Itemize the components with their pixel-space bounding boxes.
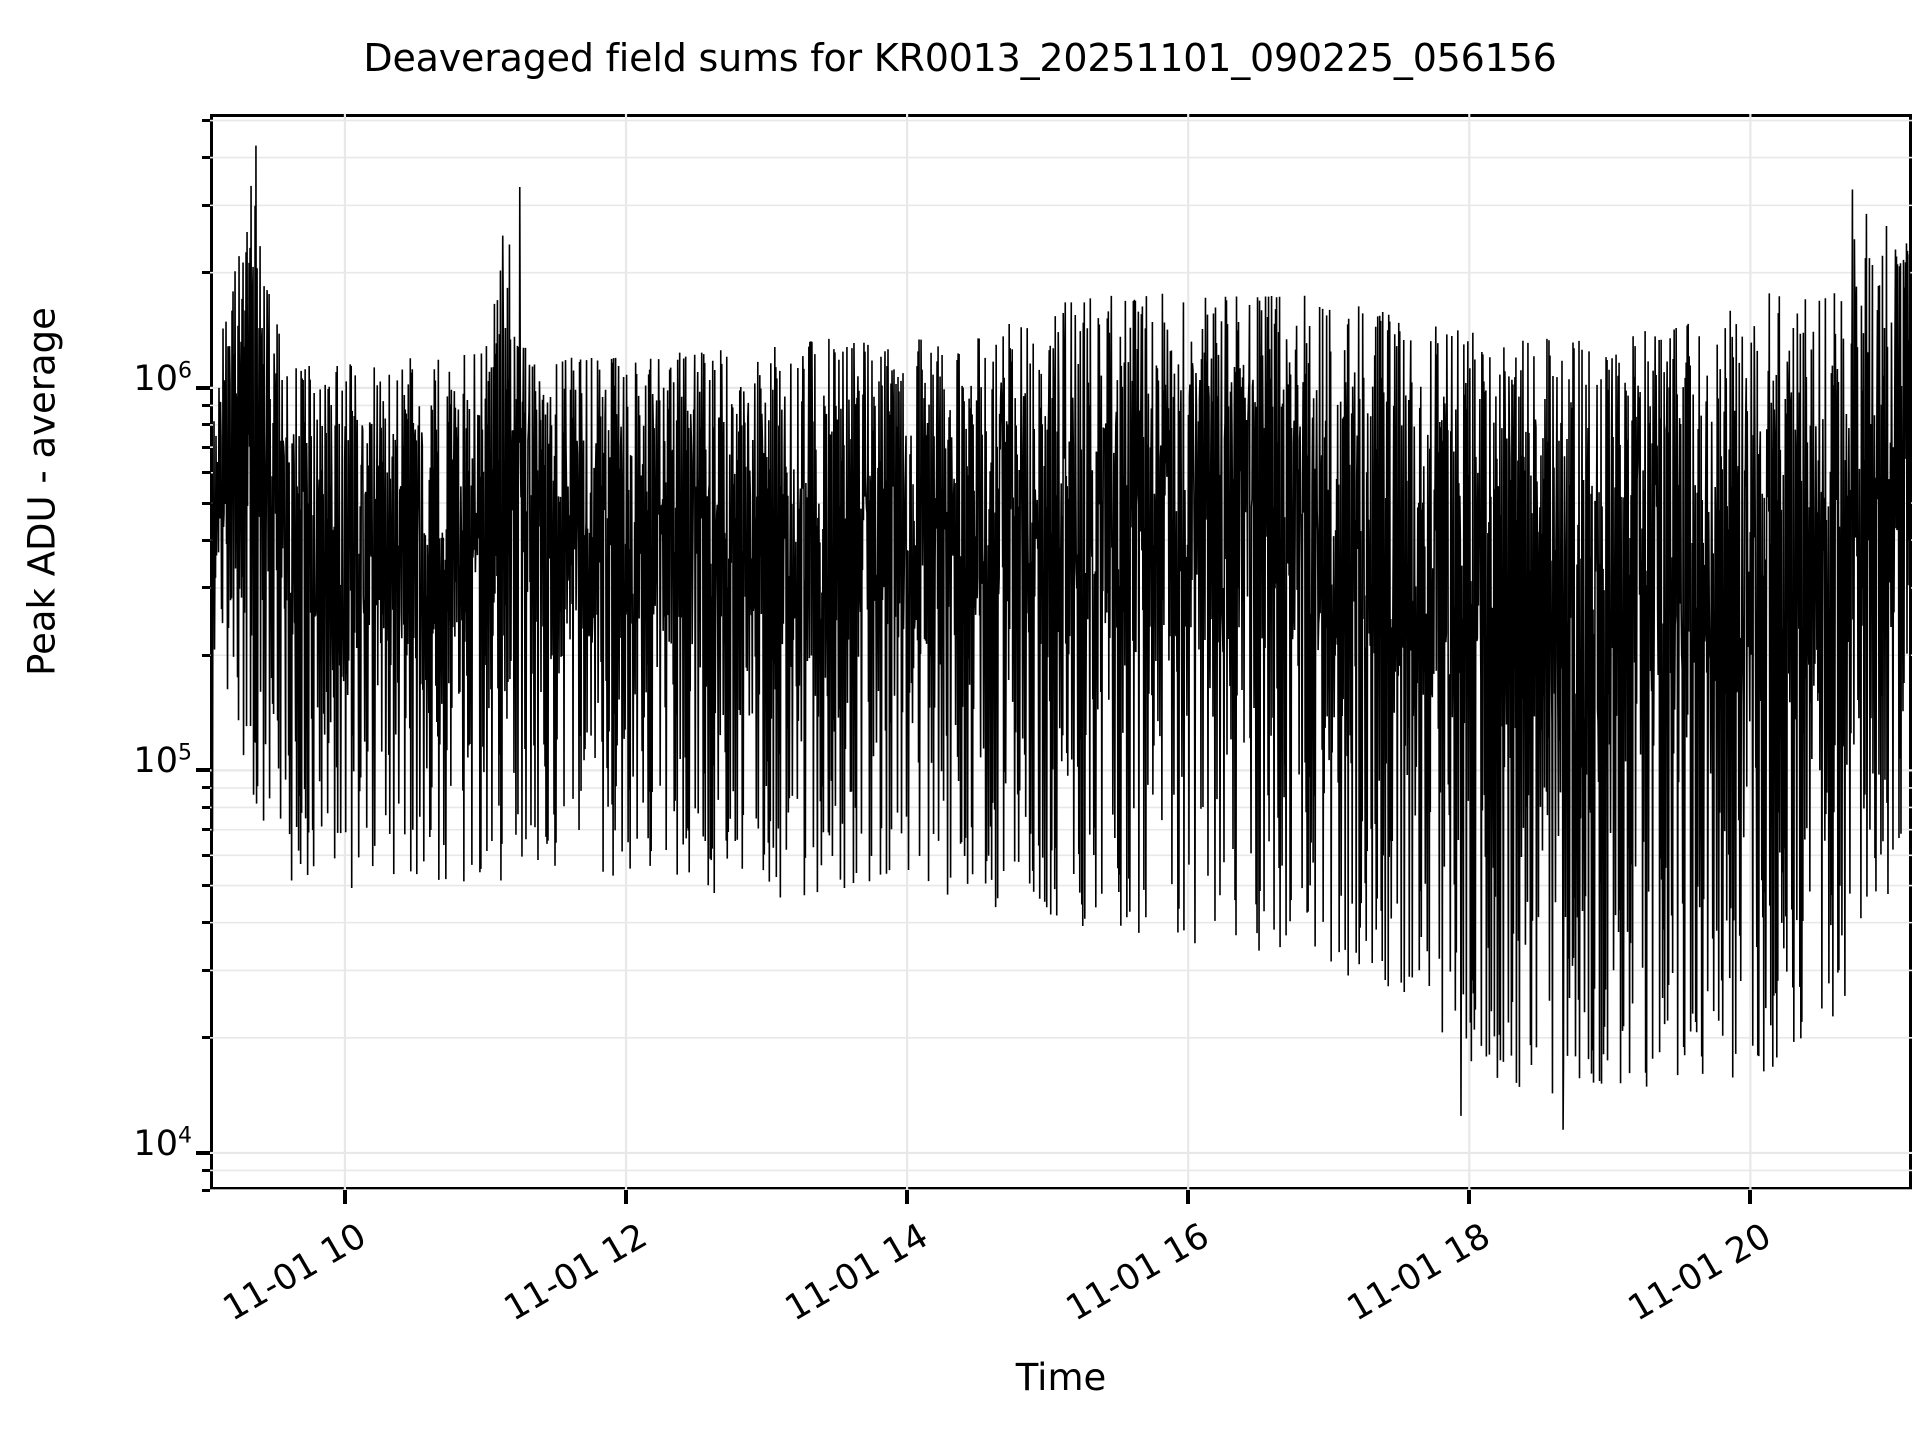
axis-tick-mark [196,768,210,773]
axis-tick-mark [196,1150,210,1155]
axis-tick-mark [202,653,210,657]
axis-tick-mark [202,1036,210,1040]
axis-tick-mark [202,1168,210,1172]
y-tick-mantissa: 10 [133,741,178,782]
axis-tick-mark [1186,1190,1191,1204]
x-axis-label: Time [1015,1356,1107,1399]
axis-tick-mark [202,968,210,972]
y-tick-exponent: 4 [177,1123,192,1149]
axis-tick-mark [202,921,210,925]
y-tick-label: 104 [16,1123,192,1164]
axis-tick-mark [202,119,210,122]
axis-tick-mark [202,203,210,207]
y-tick-exponent: 5 [177,740,192,766]
plot-area [210,114,1920,1192]
axis-tick-mark [624,1190,628,1204]
y-tick-mantissa: 10 [133,358,178,399]
axis-tick-mark [905,1190,910,1204]
axis-tick-mark [202,828,210,832]
axis-tick-mark [1467,1190,1472,1204]
axis-tick-mark [196,385,210,390]
axis-tick-mark [202,853,210,857]
axis-tick-mark [202,156,210,160]
series-path [210,145,1912,1130]
axis-tick-mark [202,805,210,809]
y-tick-mantissa: 10 [133,1123,178,1164]
y-tick-label: 106 [16,358,192,399]
page-title: Deaveraged field sums for KR0013_2025110… [363,36,1557,80]
axis-tick-mark [202,403,210,407]
axis-tick-mark [202,271,210,275]
axis-tick-mark [202,1188,210,1192]
axis-tick-mark [1748,1190,1753,1204]
y-tick-label: 105 [16,740,192,782]
axis-tick-mark [202,423,210,427]
axis-tick-mark [342,1190,347,1204]
axis-tick-mark [202,538,210,542]
data-series-line [210,145,1912,1130]
axis-tick-mark [202,586,210,590]
y-tick-exponent: 6 [177,358,192,384]
axis-tick-mark [202,884,210,888]
axis-tick-mark [202,471,210,475]
axis-tick-mark [202,501,210,505]
y-axis-tick-labels: 104 105 106 [0,0,192,1440]
axis-tick-mark [202,786,210,790]
y-axis-label: Peak ADU - average [20,307,64,676]
axis-tick-mark [202,445,210,449]
